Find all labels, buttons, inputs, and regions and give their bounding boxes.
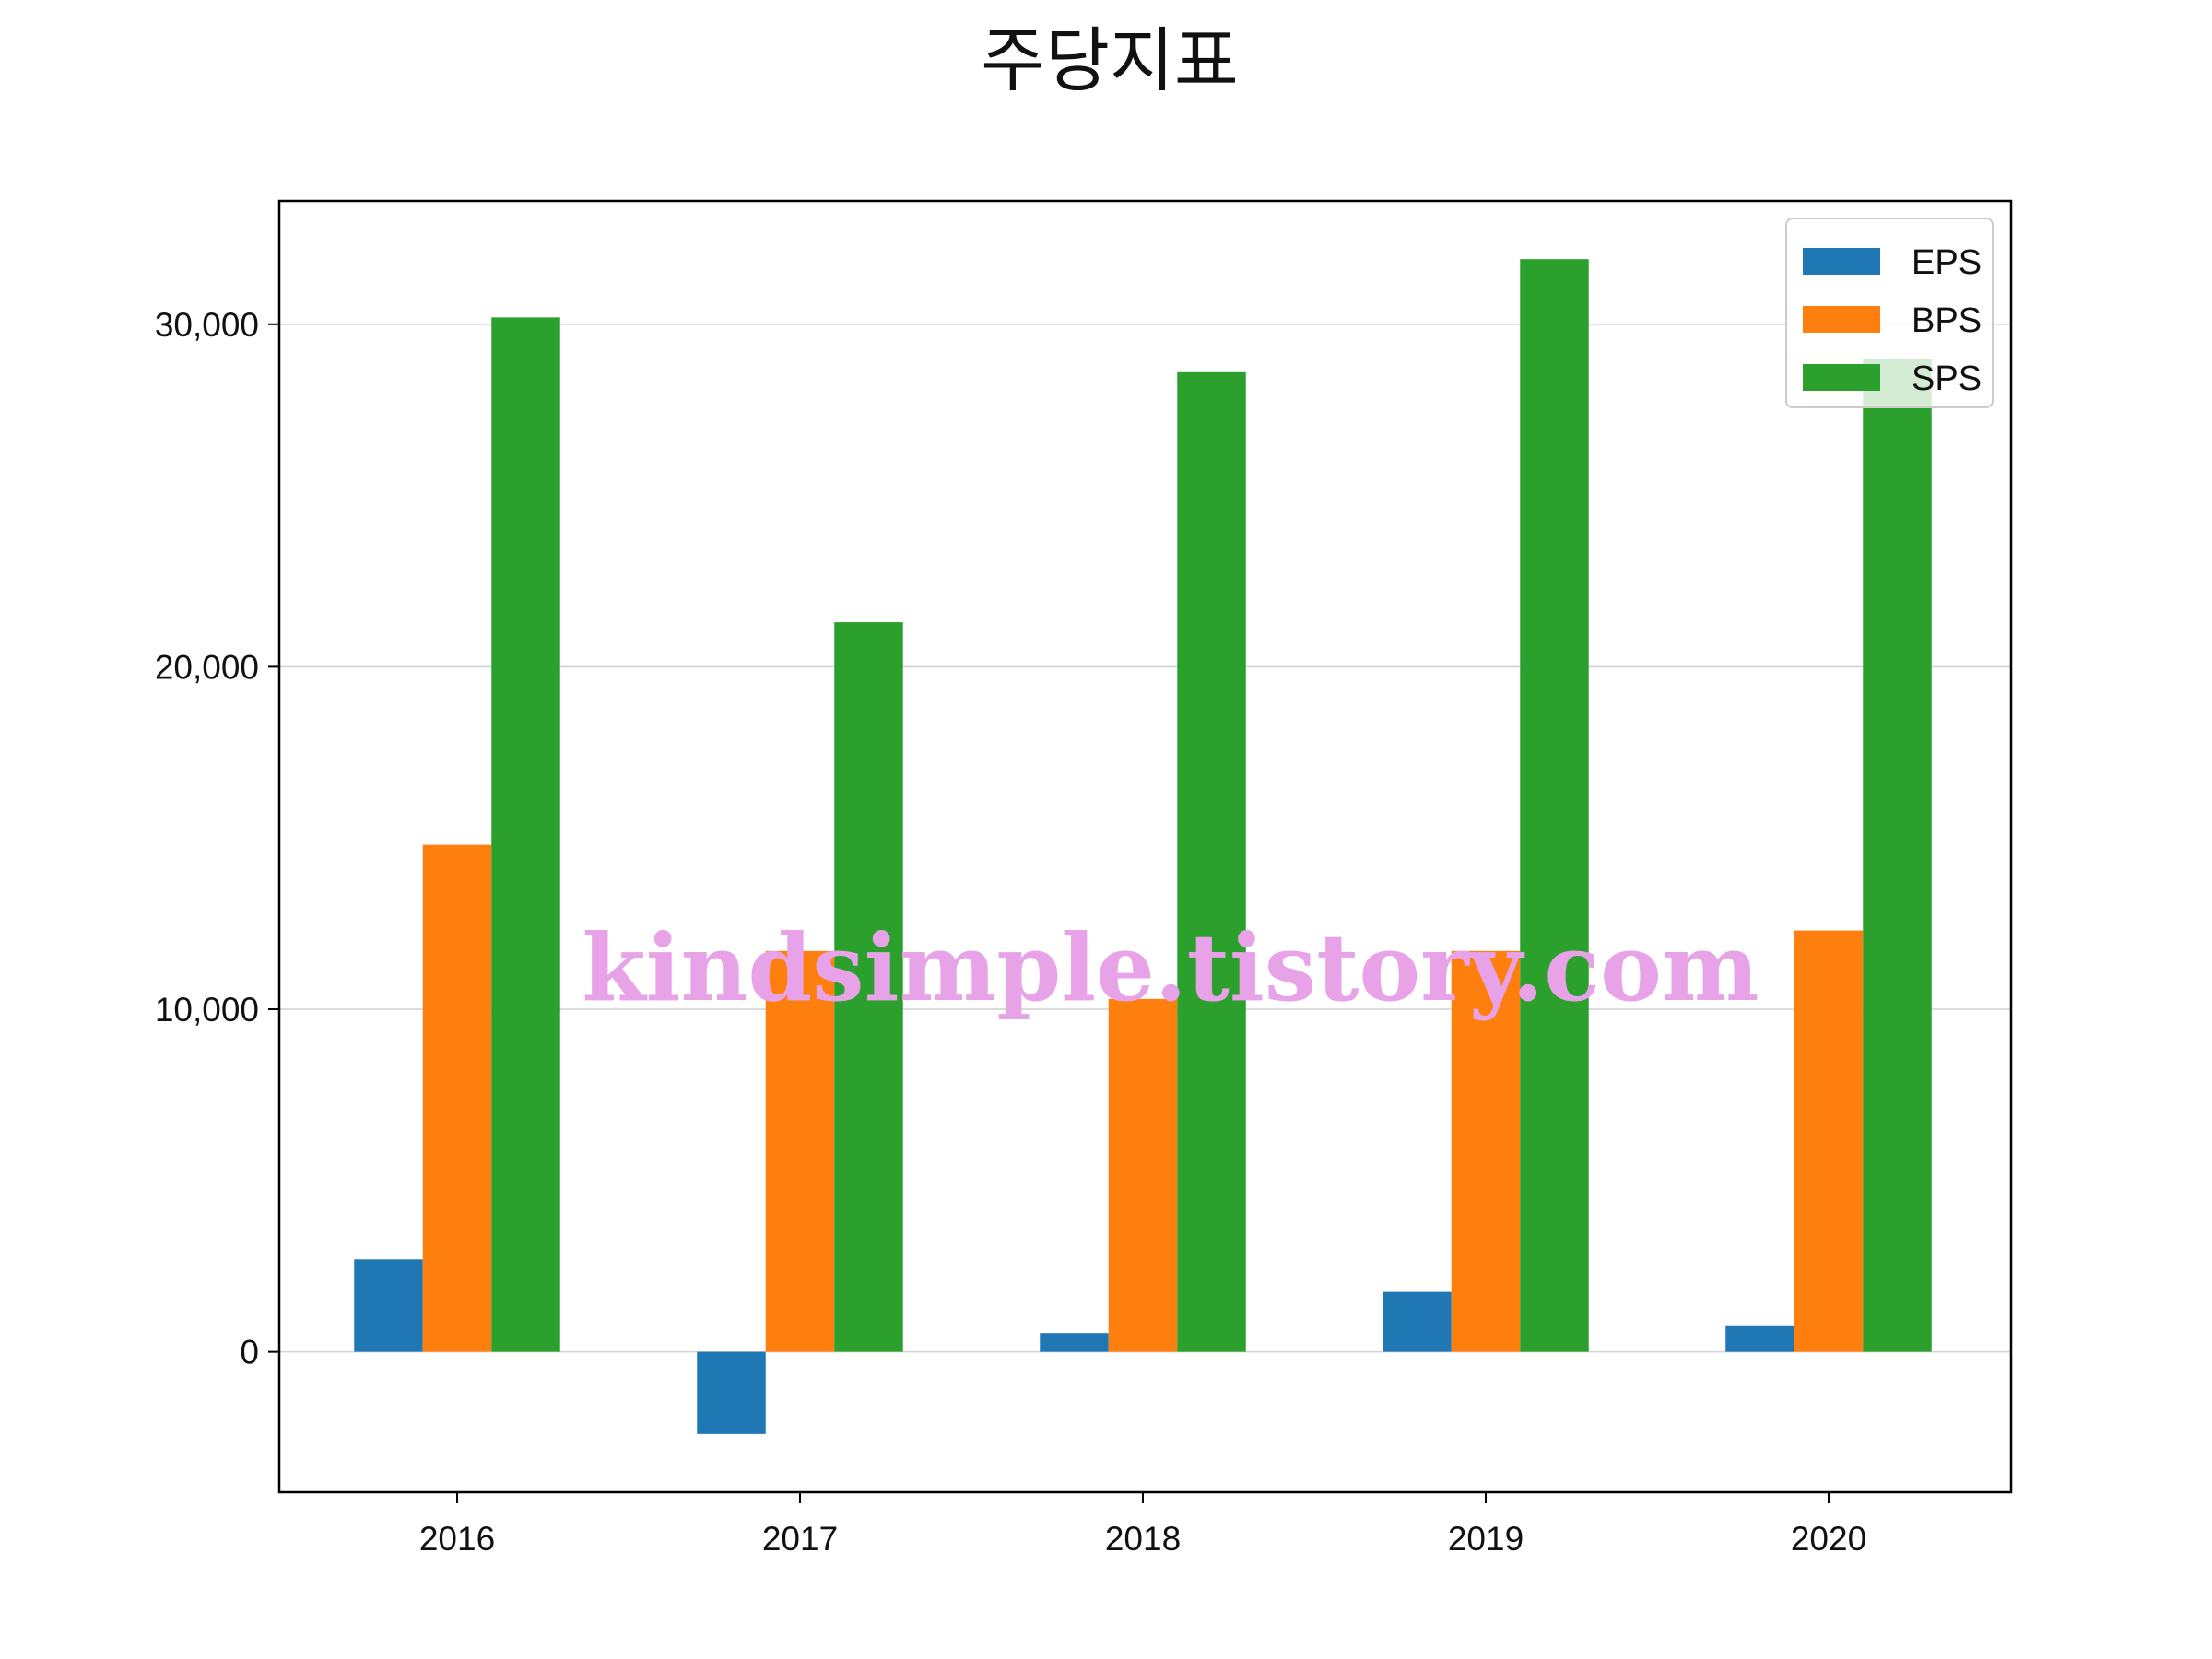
- legend-label-eps: EPS: [1912, 243, 1982, 282]
- bar-bps-2016: [422, 844, 492, 1352]
- legend-label-sps: SPS: [1912, 359, 1982, 398]
- bar-sps-2017: [834, 622, 903, 1352]
- y-tick-label: 10,000: [155, 991, 259, 1029]
- plot-frame: [277, 199, 2013, 1494]
- x-tick-label: 2019: [1448, 1520, 1524, 1558]
- y-tick-label: 0: [240, 1334, 259, 1371]
- x-tick-label: 2020: [1791, 1520, 1866, 1558]
- x-tick-label: 2018: [1105, 1520, 1181, 1558]
- x-tick-label: 2017: [762, 1520, 838, 1558]
- bar-bps-2017: [765, 950, 835, 1352]
- bar-bps-2019: [1451, 950, 1521, 1352]
- bar-eps-2020: [1725, 1325, 1794, 1352]
- legend-swatch-eps: [1803, 248, 1880, 275]
- bar-sps-2019: [1520, 259, 1589, 1352]
- legend-label-bps: BPS: [1912, 301, 1982, 340]
- y-tick-label: 20,000: [155, 648, 259, 686]
- bar-bps-2018: [1108, 998, 1178, 1352]
- watermark: kindsimple.tistory.com: [582, 913, 1759, 1022]
- bar-sps-2018: [1177, 371, 1246, 1352]
- bars: [354, 259, 1932, 1434]
- bar-eps-2019: [1382, 1291, 1452, 1352]
- bar-eps-2016: [354, 1259, 423, 1352]
- y-tick-label: 30,000: [155, 306, 259, 344]
- legend: EPS BPS SPS: [1785, 218, 1994, 408]
- chart-title: 주당지표: [981, 19, 1239, 101]
- legend-swatch-sps: [1803, 364, 1880, 391]
- x-axis: 2016 2017 2018 2019 2020: [419, 1492, 1866, 1558]
- y-axis: 0 10,000 20,000 30,000: [155, 306, 279, 1371]
- bar-eps-2017: [697, 1351, 766, 1434]
- bar-sps-2020: [1863, 358, 1932, 1352]
- x-tick-label: 2016: [419, 1520, 495, 1558]
- legend-swatch-bps: [1803, 306, 1880, 333]
- bar-eps-2018: [1040, 1333, 1109, 1352]
- bar-sps-2016: [491, 317, 560, 1352]
- bar-bps-2020: [1794, 930, 1864, 1352]
